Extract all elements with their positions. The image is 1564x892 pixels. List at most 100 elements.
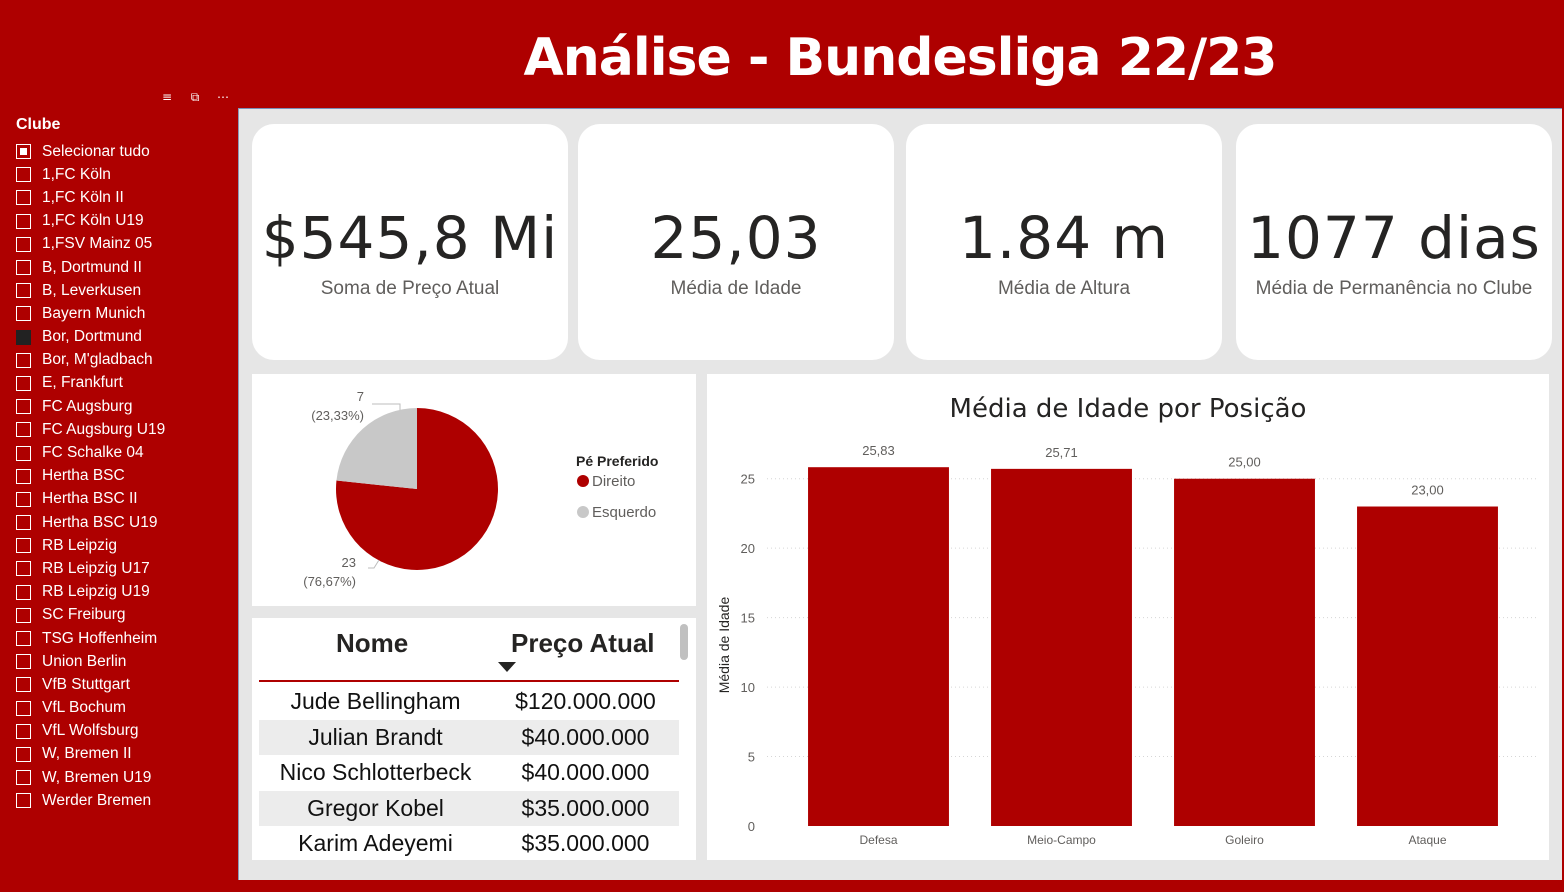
sort-descending-icon[interactable] (498, 662, 516, 672)
slicer-item[interactable]: 1,FC Köln II (16, 186, 226, 209)
legend-marker[interactable] (577, 475, 589, 487)
slicer-item[interactable]: VfL Wolfsburg (16, 720, 226, 743)
slicer-checkbox[interactable] (16, 260, 31, 276)
slicer-item[interactable]: Hertha BSC II (16, 488, 226, 511)
legend-item-direito[interactable]: Direito (592, 473, 635, 490)
slicer-checkbox[interactable] (16, 584, 31, 600)
slicer-item[interactable]: Hertha BSC (16, 465, 226, 488)
slicer-checkbox[interactable] (16, 422, 31, 438)
slicer-checkbox[interactable] (16, 306, 31, 322)
preferred-foot-pie-chart[interactable]: 23 (76,67%) 7 (23,33%) Pé Preferido Direito Es… (252, 374, 696, 606)
table-row[interactable]: Julian Brandt $40.000.000 (259, 719, 679, 755)
slicer-checkbox[interactable] (16, 468, 31, 484)
slicer-item[interactable]: 1,FC Köln (16, 163, 226, 186)
slicer-item[interactable]: Hertha BSC U19 (16, 511, 226, 534)
legend-item-esquerdo[interactable]: Esquerdo (592, 504, 656, 521)
y-tick-label: 20 (741, 541, 755, 556)
kpi-card-tenure[interactable]: 1077 dias Média de Permanência no Clube (1236, 124, 1552, 360)
slicer-item[interactable]: RB Leipzig U17 (16, 557, 226, 580)
slicer-checkbox[interactable] (16, 236, 31, 252)
filter-icon[interactable]: ≡ (161, 90, 173, 104)
slicer-item[interactable]: RB Leipzig U19 (16, 581, 226, 604)
slicer-item[interactable]: W, Bremen U19 (16, 766, 226, 789)
slicer-item[interactable]: FC Schalke 04 (16, 441, 226, 464)
slicer-checkbox[interactable] (16, 375, 31, 391)
slicer-checkbox[interactable] (16, 561, 31, 577)
slicer-checkbox[interactable] (16, 515, 31, 531)
slicer-checkbox[interactable] (16, 190, 31, 206)
slicer-item[interactable]: Bor, M'gladbach (16, 349, 226, 372)
slicer-checkbox[interactable] (16, 399, 31, 415)
slicer-item[interactable]: FC Augsburg U19 (16, 418, 226, 441)
slicer-item-label: RB Leipzig U17 (42, 559, 150, 577)
slicer-item[interactable]: TSG Hoffenheim (16, 627, 226, 650)
table-row[interactable]: Karim Adeyemi $35.000.000 (259, 826, 679, 860)
cell-name: Nico Schlotterbeck (279, 759, 472, 785)
pie-slice-esquerdo[interactable] (336, 408, 417, 489)
cell-price: $35.000.000 (521, 794, 650, 821)
bar-goleiro[interactable] (1174, 478, 1315, 826)
more-options-icon[interactable]: ⋯ (217, 90, 229, 104)
kpi-card-height[interactable]: 1.84 m Média de Altura (906, 124, 1222, 360)
slicer-item[interactable]: VfB Stuttgart (16, 673, 226, 696)
slicer-checkbox[interactable] (16, 144, 31, 160)
slicer-item[interactable]: RB Leipzig (16, 534, 226, 557)
table-row[interactable]: Jude Bellingham $120.000.000 (259, 684, 679, 719)
bar-meio-campo[interactable] (991, 468, 1132, 826)
slicer-checkbox[interactable] (16, 491, 31, 507)
slicer-checkbox[interactable] (16, 723, 31, 739)
slicer-checkbox[interactable] (16, 352, 31, 368)
slicer-checkbox[interactable] (16, 283, 31, 299)
slicer-item[interactable]: 1,FSV Mainz 05 (16, 233, 226, 256)
slicer-checkbox[interactable] (16, 167, 31, 183)
slicer-checkbox[interactable] (16, 538, 31, 554)
table-scrollbar[interactable] (680, 624, 688, 660)
slicer-checkbox[interactable] (16, 793, 31, 809)
kpi-card-age[interactable]: 25,03 Média de Idade (578, 124, 894, 360)
table-header-name[interactable]: Nome (336, 628, 409, 658)
slicer-item[interactable]: FC Augsburg (16, 395, 226, 418)
slicer-item[interactable]: VfL Bochum (16, 697, 226, 720)
slicer-item-label: Bor, Dortmund (42, 328, 142, 346)
table-row[interactable]: Nico Schlotterbeck $40.000.000 (259, 755, 679, 790)
slicer-item[interactable]: Selecionar tudo (16, 140, 226, 163)
bar-defesa[interactable] (808, 467, 949, 826)
slicer-item[interactable]: Bayern Munich (16, 302, 226, 325)
age-by-position-bar-chart[interactable]: Média de Idade por Posição 0 5 10 15 20 25 Médi… (707, 374, 1549, 860)
slicer-checkbox[interactable] (16, 746, 31, 762)
kpi-value: 25,03 (650, 204, 822, 272)
table-row[interactable]: Gregor Kobel $35.000.000 (259, 790, 679, 826)
slicer-item[interactable]: B, Leverkusen (16, 279, 226, 302)
slicer-item[interactable]: Union Berlin (16, 650, 226, 673)
bar-ataque[interactable] (1357, 506, 1498, 826)
kpi-card-price[interactable]: $545,8 Mi Soma de Preço Atual (252, 124, 568, 360)
slicer-item[interactable]: E, Frankfurt (16, 372, 226, 395)
slicer-checkbox[interactable] (16, 770, 31, 786)
slicer-item[interactable]: W, Bremen II (16, 743, 226, 766)
slicer-toolbar: ≡ ⧉ ⋯ (160, 90, 230, 104)
slicer-checkbox[interactable] (16, 631, 31, 647)
slicer-checkbox[interactable] (16, 607, 31, 623)
slicer-checkbox[interactable] (16, 677, 31, 693)
slicer-checkbox[interactable] (16, 445, 31, 461)
slicer-item[interactable]: Bor, Dortmund (16, 326, 226, 349)
slicer-item-label: 1,FC Köln U19 (42, 212, 144, 230)
players-price-table[interactable]: Nome Preço Atual Jude Bellingham $120.000… (252, 618, 696, 860)
legend-marker[interactable] (577, 506, 589, 518)
slicer-item-label: W, Bremen U19 (42, 768, 152, 786)
focus-mode-icon[interactable]: ⧉ (190, 90, 200, 104)
slicer-checkbox[interactable] (16, 213, 31, 229)
slicer-checkbox[interactable] (16, 329, 31, 345)
slicer-item-label: W, Bremen II (42, 745, 132, 763)
slicer-item[interactable]: Werder Bremen (16, 789, 226, 812)
slicer-item-label: B, Leverkusen (42, 281, 142, 299)
kpi-label: Média de Altura (997, 278, 1131, 299)
slicer-checkbox[interactable] (16, 700, 31, 716)
pie-value-label: 7 (357, 389, 364, 404)
slicer-item[interactable]: B, Dortmund II (16, 256, 226, 279)
slicer-checkbox[interactable] (16, 654, 31, 670)
slicer-item[interactable]: SC Freiburg (16, 604, 226, 627)
slicer-item[interactable]: 1,FC Köln U19 (16, 210, 226, 233)
table-header-price[interactable]: Preço Atual (511, 628, 655, 658)
x-tick-label: Meio-Campo (1027, 833, 1096, 847)
